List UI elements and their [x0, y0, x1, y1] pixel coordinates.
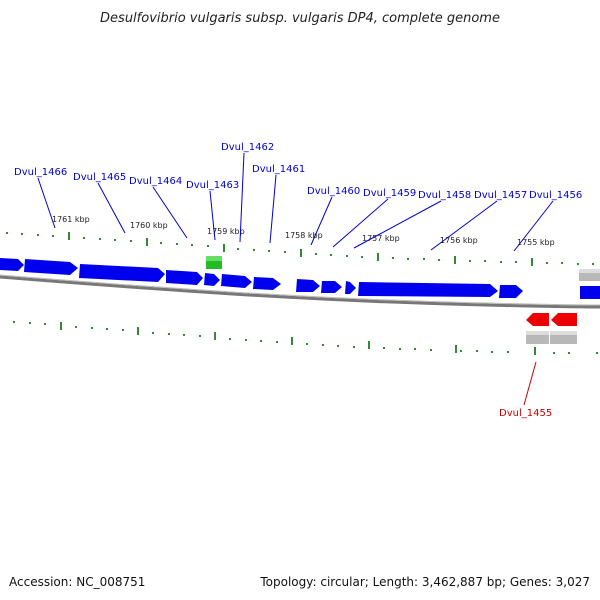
forward-gene-arrow[interactable] [166, 270, 203, 285]
gene-label-dvul-1457[interactable]: Dvul_1457 [474, 190, 527, 201]
map-title: Desulfovibrio vulgaris subsp. vulgaris D… [100, 11, 500, 26]
gene-label-dvul-1466[interactable]: Dvul_1466 [14, 167, 67, 178]
accession-text: Accession: NC_008751 [9, 575, 145, 589]
gene-label-dvul-1459[interactable]: Dvul_1459 [363, 188, 416, 199]
forward-gene-labels: Dvul_1466 Dvul_1465 Dvul_1464 Dvul_1463 … [14, 142, 582, 201]
forward-gene-arrow[interactable] [253, 277, 281, 290]
highlight-gene-feature[interactable] [206, 256, 222, 269]
gene-label-dvul-1455[interactable]: Dvul_1455 [499, 408, 552, 419]
reverse-leader-line [523, 361, 537, 406]
reverse-strand-genes [526, 313, 577, 326]
kbp-tick-label: 1760 kbp [130, 221, 168, 230]
forward-gene-arrow[interactable] [24, 259, 78, 275]
forward-gene-arrow[interactable] [221, 274, 252, 288]
gene-label-dvul-1463[interactable]: Dvul_1463 [186, 180, 239, 191]
kbp-tick-labels: 1761 kbp 1760 kbp 1759 kbp 1758 kbp 1757… [52, 215, 555, 247]
rna-features [526, 269, 600, 344]
forward-strand-genes [0, 258, 600, 299]
genome-summary-text: Topology: circular; Length: 3,462,887 bp… [259, 575, 590, 589]
kbp-tick-label: 1758 kbp [285, 231, 323, 240]
kbp-tick-label: 1759 kbp [207, 227, 245, 236]
forward-leader-lines [37, 152, 554, 252]
kbp-tick-label: 1755 kbp [517, 238, 555, 247]
forward-gene-arrow[interactable] [321, 281, 342, 293]
gene-label-dvul-1465[interactable]: Dvul_1465 [73, 172, 126, 183]
genome-backbone [0, 275, 600, 309]
forward-gene-arrow[interactable] [499, 285, 523, 298]
forward-gene-arrow[interactable] [204, 273, 220, 286]
lower-tick-track [13, 321, 598, 355]
gene-label-dvul-1456[interactable]: Dvul_1456 [529, 190, 582, 201]
kbp-tick-label: 1761 kbp [52, 215, 90, 224]
reverse-gene-arrow[interactable] [526, 313, 549, 326]
forward-gene-arrow[interactable] [358, 282, 498, 297]
forward-gene-arrow[interactable] [580, 286, 600, 299]
forward-gene-arrow[interactable] [0, 258, 24, 271]
forward-gene-arrow[interactable] [79, 264, 165, 282]
gene-label-dvul-1460[interactable]: Dvul_1460 [307, 186, 360, 197]
kbp-tick-label: 1756 kbp [440, 236, 478, 245]
kbp-tick-label: 1757 kbp [362, 234, 400, 243]
upper-tick-track [6, 232, 594, 266]
genome-backbone-highlight [0, 274, 600, 306]
gene-label-dvul-1458[interactable]: Dvul_1458 [418, 190, 471, 201]
forward-gene-arrow[interactable] [296, 279, 320, 292]
gene-label-dvul-1462[interactable]: Dvul_1462 [221, 142, 274, 153]
gene-label-dvul-1461[interactable]: Dvul_1461 [252, 164, 305, 175]
gene-label-dvul-1464[interactable]: Dvul_1464 [129, 176, 182, 187]
reverse-gene-arrow[interactable] [551, 313, 577, 326]
forward-gene-arrow[interactable] [345, 281, 356, 294]
